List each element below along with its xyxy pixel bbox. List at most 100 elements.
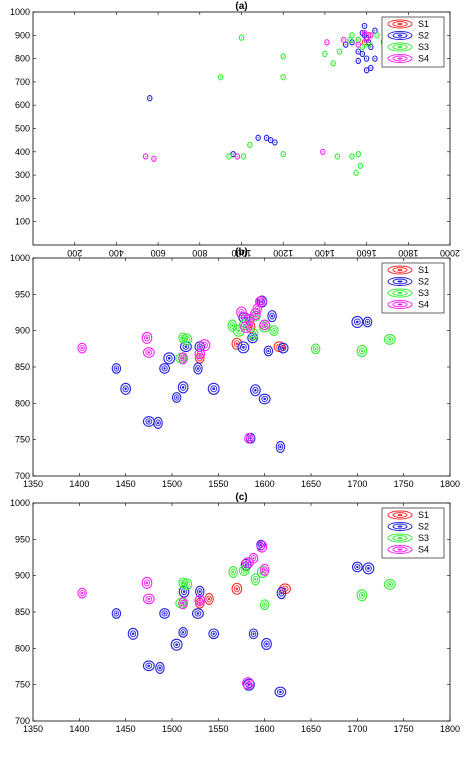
contour-s3 xyxy=(336,48,343,55)
contour-s3 xyxy=(310,343,321,355)
contour-s4 xyxy=(340,36,347,44)
contour-s4 xyxy=(77,342,87,354)
y-tick-label: 900 xyxy=(15,326,30,336)
x-tick-label: 2000 xyxy=(440,248,460,258)
contour-s3 xyxy=(280,74,286,81)
panel-a: (a) 100 200 300 400 500 600 700 800 900 1000 200 400… xyxy=(10,1,460,258)
x-tick-label: 1600 xyxy=(255,724,275,734)
y-tick-label: 750 xyxy=(15,435,30,445)
contour-s3 xyxy=(259,599,270,611)
plot-frame xyxy=(32,257,451,477)
legend-swatch-s3 xyxy=(387,42,413,52)
contour-s4 xyxy=(151,155,157,162)
x-tick-label: 1700 xyxy=(347,479,367,489)
contour-s4 xyxy=(142,347,155,358)
x-tick-label: 1200 xyxy=(273,248,293,258)
x-tick-label: 1800 xyxy=(440,479,460,489)
contour-s4 xyxy=(178,597,188,610)
y-tick-label: 1000 xyxy=(10,7,30,17)
contour-s4 xyxy=(141,331,153,344)
x-tick-label: 1650 xyxy=(301,479,321,489)
contour-s2 xyxy=(275,440,286,453)
contour-s2 xyxy=(250,384,261,397)
x-tick-label: 1350 xyxy=(23,724,43,734)
contour-s2 xyxy=(142,660,155,672)
x-tick-label: 1550 xyxy=(208,479,228,489)
y-tick-label: 700 xyxy=(15,716,30,726)
contour-s4 xyxy=(198,339,211,352)
contour-s3 xyxy=(250,573,261,586)
contour-s2 xyxy=(159,363,170,374)
contour-s4 xyxy=(194,595,206,606)
panel-b: (b) 700 750 800 850 900 950 1000 1350 1400 1450 150… xyxy=(10,247,460,489)
contour-s2 xyxy=(159,608,170,619)
y-tick-label: 850 xyxy=(15,607,30,617)
contour-s3 xyxy=(181,578,193,591)
contour-s2 xyxy=(363,55,370,62)
contour-s4 xyxy=(324,39,330,46)
x-tick-label: 1400 xyxy=(69,724,89,734)
contour-s3 xyxy=(247,141,253,148)
contour-s4 xyxy=(178,352,188,365)
x-tick-label: 1750 xyxy=(394,724,414,734)
contour-s3 xyxy=(217,74,224,81)
contour-s2 xyxy=(237,341,250,354)
contour-s3 xyxy=(347,36,353,44)
y-tick-label: 800 xyxy=(15,54,30,64)
legend-swatch-s2 xyxy=(387,31,413,40)
data-marks xyxy=(142,22,387,176)
y-tick-label: 950 xyxy=(15,289,30,299)
contour-s2 xyxy=(351,561,363,573)
x-tick-label: 400 xyxy=(109,248,124,258)
contour-s2 xyxy=(276,587,287,600)
legend-label-s2: S2 xyxy=(418,522,429,532)
contour-s4 xyxy=(252,303,263,315)
y-tick-label: 400 xyxy=(15,147,30,157)
contour-s4 xyxy=(142,593,155,605)
data-marks xyxy=(77,295,396,453)
contour-s3 xyxy=(374,32,380,39)
legend-label-s1: S1 xyxy=(418,510,429,520)
contour-s2 xyxy=(178,626,188,638)
legend-swatch-s3 xyxy=(387,533,413,543)
contour-s2 xyxy=(153,416,163,430)
contour-s2 xyxy=(255,134,261,141)
x-tick-label: 1800 xyxy=(398,248,418,258)
contour-s2 xyxy=(179,341,192,353)
contour-s2 xyxy=(111,608,122,619)
contour-s2 xyxy=(147,95,153,102)
contour-s3 xyxy=(353,169,359,176)
x-tick-label: 1500 xyxy=(162,724,182,734)
contour-s2 xyxy=(111,363,122,374)
x-tick-label: 1700 xyxy=(347,724,367,734)
x-tick-label: 200 xyxy=(67,248,82,258)
legend-label-s3: S3 xyxy=(418,42,429,52)
contour-s3 xyxy=(357,162,364,169)
contour-s4 xyxy=(77,587,87,599)
legend-swatch-s1 xyxy=(387,265,413,275)
contour-s2 xyxy=(258,393,271,405)
contour-s2 xyxy=(261,637,272,651)
legend-swatch-s1 xyxy=(387,510,413,520)
y-tick-label: 800 xyxy=(15,398,30,408)
contour-s3 xyxy=(238,34,245,41)
x-tick-label: 1750 xyxy=(394,479,414,489)
x-tick-label: 1000 xyxy=(231,248,251,258)
contour-s4 xyxy=(141,576,153,589)
y-tick-label: 200 xyxy=(15,193,30,203)
contour-s2 xyxy=(351,315,364,328)
contour-s3 xyxy=(356,589,368,602)
y-tick-label: 950 xyxy=(15,534,30,544)
contour-s2 xyxy=(355,57,362,65)
x-tick-label: 1350 xyxy=(23,479,43,489)
contour-s2 xyxy=(277,342,289,354)
contour-s4 xyxy=(368,32,374,39)
legend-swatch-s3 xyxy=(387,288,413,298)
contour-s3 xyxy=(280,150,286,158)
contour-s3 xyxy=(248,328,259,341)
contour-s2 xyxy=(363,67,370,74)
contour-s2 xyxy=(362,562,375,575)
